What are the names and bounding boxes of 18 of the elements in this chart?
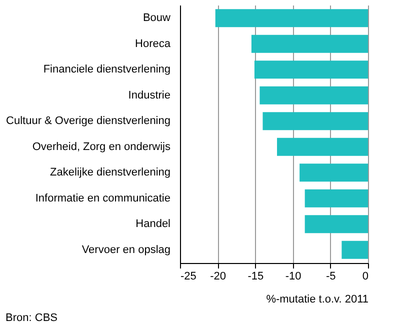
y-tick-label: Industrie [128,89,170,102]
y-tick-label: Cultuur & Overige dienstverlening [6,115,170,128]
x-tick-label: -10 [285,270,302,282]
x-tick-label: -15 [248,270,264,282]
x-tick-label: -5 [326,270,336,282]
x-tick-label: -25 [180,270,196,282]
y-tick-label: Overheid, Zorg en onderwijs [32,140,171,153]
x-axis-title: %-mutatie t.o.v. 2011 [266,294,368,306]
x-tick-label: 0 [362,270,368,282]
y-tick-label: Bouw [142,12,171,24]
y-tick-label: Zakelijke dienstverlening [50,166,170,179]
y-tick-label: Informatie en communicatie [35,192,170,204]
y-tick-label: Financiele dienstverlening [43,64,170,76]
text: Bron: CBS [6,312,58,324]
y-tick-label: Vervoer en opslag [82,244,170,256]
y-tick-label: Handel [136,218,170,230]
y-tick-label: Horeca [135,38,172,50]
x-tick-label: -20 [210,270,226,282]
